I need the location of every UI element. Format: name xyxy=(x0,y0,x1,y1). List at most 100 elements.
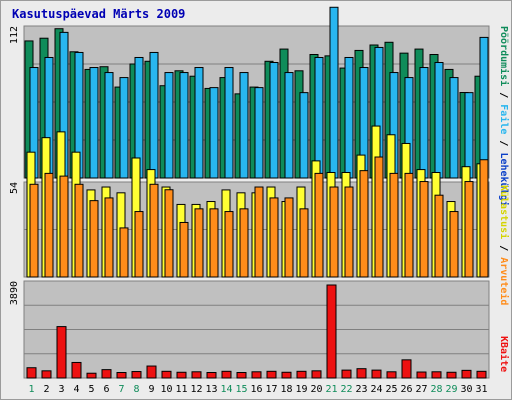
x-tick-label: 27 xyxy=(415,384,427,395)
bar-files xyxy=(434,62,444,179)
x-tick-label: 17 xyxy=(265,384,277,395)
bar-sites xyxy=(179,221,189,278)
x-tick-label: 6 xyxy=(103,384,109,395)
x-tick-label: 5 xyxy=(88,384,94,395)
bar-kbytes xyxy=(386,371,397,379)
bar-sites xyxy=(239,208,249,278)
bar-sites xyxy=(89,200,99,278)
bar-sites xyxy=(74,183,84,278)
x-tick-label: 24 xyxy=(370,384,382,395)
x-tick-label: 13 xyxy=(205,384,217,395)
x-tick-label: 28 xyxy=(430,384,442,395)
bar-sites xyxy=(134,211,144,278)
x-tick-label: 31 xyxy=(475,384,487,395)
bar-files xyxy=(419,67,429,179)
bar-sites xyxy=(299,208,309,278)
bar-kbytes xyxy=(161,370,172,379)
bar-kbytes xyxy=(416,371,427,379)
x-tick-label: 15 xyxy=(235,384,247,395)
bar-files xyxy=(449,77,459,179)
bar-kbytes xyxy=(86,372,97,379)
bar-kbytes xyxy=(236,372,247,379)
bar-kbytes xyxy=(146,365,157,379)
bar-sites xyxy=(269,197,279,278)
bar-files xyxy=(164,72,174,179)
x-tick-label: 12 xyxy=(190,384,202,395)
bar-files xyxy=(149,51,159,179)
bar-sites xyxy=(419,181,429,278)
x-tick-label: 4 xyxy=(73,384,79,395)
bar-kbytes xyxy=(101,369,112,379)
y-max-label-kbytes: 3890 xyxy=(9,281,20,305)
x-tick-label: 30 xyxy=(460,384,472,395)
bar-sites xyxy=(164,189,174,278)
bar-kbytes xyxy=(41,370,52,379)
legend-visits: Külastusi xyxy=(498,185,510,239)
bar-kbytes xyxy=(431,371,442,379)
bar-sites xyxy=(389,172,399,278)
bar-kbytes xyxy=(461,369,472,379)
bar-sites xyxy=(44,172,54,278)
bar-sites xyxy=(464,181,474,278)
bar-files xyxy=(269,62,279,179)
bar-sites xyxy=(374,156,384,278)
x-tick-label: 9 xyxy=(148,384,154,395)
bar-sites xyxy=(209,208,219,278)
bar-kbytes xyxy=(176,371,187,379)
bar-sites xyxy=(59,175,69,278)
bar-files xyxy=(284,72,294,179)
bar-files xyxy=(464,92,474,179)
bar-kbytes xyxy=(281,371,292,379)
bar-sites xyxy=(359,170,369,278)
x-tick-label: 8 xyxy=(133,384,139,395)
x-tick-label: 11 xyxy=(175,384,187,395)
bar-files xyxy=(194,67,204,179)
bar-sites xyxy=(149,183,159,278)
bar-kbytes xyxy=(401,359,412,379)
bar-files xyxy=(314,56,324,179)
bar-kbytes xyxy=(266,370,277,379)
bar-sites xyxy=(449,211,459,278)
x-tick-label: 16 xyxy=(250,384,262,395)
bar-files xyxy=(224,67,234,179)
bar-kbytes xyxy=(251,371,262,379)
x-tick-label: 19 xyxy=(295,384,307,395)
x-tick-label: 29 xyxy=(445,384,457,395)
bar-kbytes xyxy=(71,361,82,379)
bar-kbytes xyxy=(131,371,142,379)
x-tick-label: 25 xyxy=(385,384,397,395)
x-tick-label: 22 xyxy=(340,384,352,395)
bar-files xyxy=(179,72,189,179)
chart-title: Kasutuspäevad Märts 2009 xyxy=(12,7,186,21)
bar-files xyxy=(104,72,114,179)
x-tick-label: 7 xyxy=(118,384,124,395)
bar-sites xyxy=(104,197,114,278)
bar-files xyxy=(299,92,309,179)
bar-kbytes xyxy=(341,369,352,379)
legend-files: Faile xyxy=(498,104,510,134)
bar-kbytes xyxy=(56,326,67,379)
bar-kbytes xyxy=(311,370,322,379)
bar-sites xyxy=(314,172,324,278)
bar-sites xyxy=(329,186,339,278)
bar-files xyxy=(239,72,249,179)
bar-sites xyxy=(254,186,264,278)
y-max-label-hits: 112 xyxy=(9,26,20,44)
bar-kbytes xyxy=(296,370,307,379)
bar-kbytes xyxy=(221,370,232,379)
bar-sites xyxy=(479,159,489,278)
bar-kbytes xyxy=(326,284,337,379)
x-tick-label: 3 xyxy=(58,384,64,395)
legend-hits-files-pages: Pöördumisi / Faile / Lehekülgi xyxy=(498,26,510,207)
legend-separator: / xyxy=(498,86,509,104)
bar-files xyxy=(89,67,99,179)
x-tick-label: 18 xyxy=(280,384,292,395)
bar-kbytes xyxy=(191,371,202,379)
y-max-label-visits: 54 xyxy=(9,182,20,194)
legend-visits-sites: Külastusi / Arvuteid xyxy=(498,185,510,305)
bar-sites xyxy=(224,211,234,278)
x-tick-label: 20 xyxy=(310,384,322,395)
bar-kbytes xyxy=(26,367,37,379)
bar-kbytes xyxy=(206,372,217,379)
x-tick-label: 1 xyxy=(28,384,34,395)
